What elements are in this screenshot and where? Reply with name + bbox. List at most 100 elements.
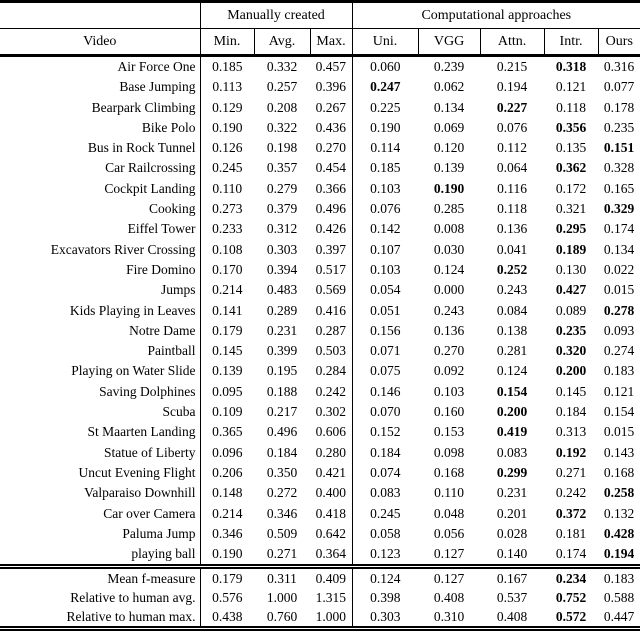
value-cell: 0.185	[199, 55, 254, 78]
value-cell: 0.483	[266, 282, 298, 298]
video-name: Scuba	[162, 404, 196, 420]
value-cell: 0.509	[266, 525, 298, 541]
table-row: playing ball 0.190 0.271 0.364 0.123 0.127 0.1…	[0, 544, 640, 567]
value-cell: 0.195	[266, 363, 298, 379]
value-cell: 0.281	[496, 343, 528, 359]
best-value-cell: 0.278	[603, 302, 635, 318]
value-cell: 0.257	[266, 79, 298, 95]
value-cell: 0.208	[266, 99, 298, 115]
value-cell: 0.289	[266, 302, 298, 318]
value-cell: 0.123	[351, 544, 419, 567]
value-cell: 0.183	[603, 363, 635, 379]
group-header-computational: Computational approaches	[351, 1, 640, 29]
value-cell: 0.364	[315, 546, 346, 562]
value-cell: 0.070	[351, 402, 419, 423]
value-cell: 0.215	[496, 59, 528, 74]
best-value-cell: 0.318	[555, 59, 587, 74]
column-header-min: Min.	[199, 28, 254, 57]
table-row: Bike Polo 0.190 0.322 0.436 0.190 0.069 0.076 0…	[0, 117, 640, 139]
value-cell: 0.178	[603, 99, 635, 115]
best-value-cell: 0.192	[555, 444, 587, 460]
best-value-cell: 0.295	[555, 221, 587, 237]
value-cell: 0.350	[266, 464, 298, 480]
value-cell: 0.114	[351, 138, 419, 159]
table-row: Kids Playing in Leaves 0.141 0.289 0.416 0.0…	[0, 300, 640, 321]
value-cell: 0.030	[433, 241, 465, 257]
video-name: Paluma Jump	[122, 525, 196, 541]
value-cell: 0.148	[199, 483, 254, 504]
best-value-cell: 0.151	[603, 140, 635, 156]
video-name: Bike Polo	[141, 119, 196, 135]
value-cell: 0.588	[603, 590, 635, 606]
value-cell: 0.233	[199, 219, 254, 240]
value-cell: 0.408	[496, 609, 528, 625]
value-cell: 0.346	[199, 523, 254, 545]
value-cell: 0.285	[433, 201, 465, 217]
value-cell: 0.302	[315, 404, 346, 420]
value-cell: 0.124	[433, 261, 465, 277]
value-cell: 0.438	[199, 607, 254, 629]
value-cell: 1.315	[315, 590, 346, 606]
value-cell: 0.454	[315, 160, 346, 176]
value-cell: 0.357	[266, 160, 298, 176]
value-cell: 0.198	[266, 140, 298, 156]
value-cell: 1.000	[266, 590, 298, 606]
table-header: Manually created Computational approache…	[0, 1, 640, 57]
video-name: Fire Domino	[126, 261, 196, 277]
value-cell: 0.397	[315, 241, 346, 257]
value-cell: 0.110	[434, 485, 464, 501]
value-cell: 0.142	[351, 219, 419, 240]
value-cell: 0.074	[351, 462, 419, 484]
table-row: Notre Dame 0.179 0.231 0.287 0.156 0.136 0.138…	[0, 320, 640, 342]
value-cell: 0.267	[315, 99, 346, 115]
table-row: Cockpit Landing 0.110 0.279 0.366 0.103 0.190…	[0, 178, 640, 200]
value-cell: 0.022	[603, 261, 635, 277]
value-cell: 0.168	[433, 464, 465, 480]
value-cell: 0.235	[603, 119, 635, 135]
value-cell: 0.083	[351, 483, 419, 504]
value-cell: 0.120	[433, 140, 465, 156]
value-cell: 0.077	[603, 79, 635, 95]
value-cell: 0.054	[351, 280, 419, 301]
value-cell: 0.243	[496, 282, 528, 298]
best-value-cell: 0.200	[555, 363, 587, 379]
value-cell: 0.231	[496, 485, 528, 501]
value-cell: 0.183	[603, 571, 635, 587]
video-name: Paintball	[147, 343, 196, 359]
value-cell: 0.113	[199, 77, 254, 98]
value-cell: 0.231	[266, 322, 298, 338]
best-value-cell: 0.189	[555, 241, 587, 257]
value-cell: 0.606	[315, 424, 346, 440]
value-cell: 0.271	[266, 546, 298, 562]
value-cell: 0.154	[603, 404, 635, 420]
table-row: Car over Camera 0.214 0.346 0.418 0.245 0.048…	[0, 503, 640, 524]
value-cell: 0.321	[555, 201, 587, 217]
value-cell: 0.194	[496, 79, 528, 95]
table-row: Scuba 0.109 0.217 0.302 0.070 0.160 0.200 0.184…	[0, 402, 640, 423]
value-cell: 0.184	[555, 404, 587, 420]
best-value-cell: 0.200	[496, 404, 528, 420]
value-cell: 0.000	[433, 282, 465, 298]
value-cell: 0.214	[199, 280, 254, 301]
value-cell: 0.184	[351, 442, 419, 463]
value-cell: 0.243	[433, 302, 465, 318]
video-name: Car Railcrossing	[105, 160, 196, 176]
video-name: Cooking	[148, 201, 196, 217]
table-row: Paintball 0.145 0.399 0.503 0.071 0.270 0.281 0…	[0, 341, 640, 362]
value-cell: 0.071	[351, 341, 419, 362]
value-cell: 0.124	[496, 363, 528, 379]
value-cell: 0.116	[497, 180, 527, 196]
value-cell: 0.426	[315, 221, 346, 237]
video-name: Excavators River Crossing	[50, 241, 196, 257]
video-name: Base Jumping	[119, 79, 196, 95]
value-cell: 0.379	[266, 201, 298, 217]
value-cell: 0.118	[556, 99, 586, 115]
best-value-cell: 0.190	[433, 180, 465, 196]
value-cell: 0.284	[315, 363, 346, 379]
value-cell: 0.313	[555, 424, 587, 440]
value-cell: 0.124	[351, 566, 419, 589]
column-header-intr: Intr.	[543, 28, 599, 57]
table-row: Air Force One 0.185 0.332 0.457 0.060 0.239 0.…	[0, 55, 640, 78]
value-cell: 0.008	[433, 221, 465, 237]
